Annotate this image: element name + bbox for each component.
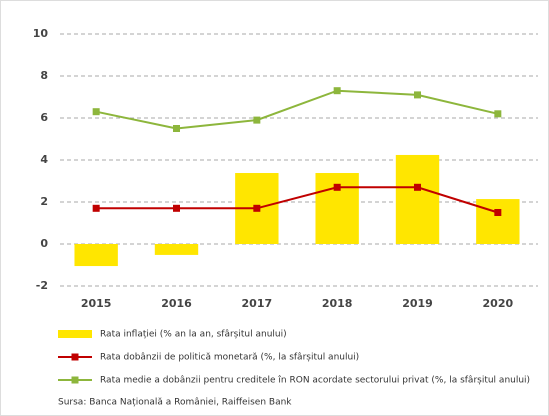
legend-label: Rata medie a dobânzii pentru creditele î… (100, 376, 530, 386)
legend-marker (71, 353, 79, 361)
y-tick-label: 8 (40, 69, 48, 82)
y-tick-label: -2 (36, 279, 48, 292)
bar (74, 244, 118, 267)
y-tick-label: 4 (40, 153, 48, 166)
bar (395, 154, 440, 244)
legend-swatch (58, 330, 92, 338)
marker (414, 183, 421, 191)
bar (476, 199, 520, 244)
marker (92, 108, 100, 116)
bar (154, 244, 199, 255)
marker (494, 209, 502, 216)
x-tick-label: 2017 (242, 297, 273, 310)
x-tick-label: 2016 (161, 297, 192, 310)
x-tick-label: 2019 (402, 297, 433, 310)
x-tick-label: 2020 (483, 297, 514, 310)
y-tick-label: 6 (40, 111, 48, 124)
x-tick-label: 2015 (81, 297, 112, 310)
marker (494, 110, 502, 118)
line (95, 89, 499, 130)
bar (315, 173, 359, 244)
legend-label: Rata inflației (% an la an, sfârșitul an… (100, 330, 287, 340)
y-tick-label: 10 (33, 27, 49, 40)
marker (253, 204, 261, 212)
marker (92, 204, 100, 212)
marker (414, 91, 421, 99)
marker (173, 204, 180, 212)
marker (333, 87, 341, 95)
marker (333, 183, 341, 191)
y-tick-label: 2 (40, 195, 48, 208)
marker (173, 125, 180, 132)
legend-marker (71, 376, 79, 384)
y-tick-label: 0 (40, 237, 48, 250)
legend-label: Rata dobânzii de politică monetară (%, l… (100, 353, 359, 363)
line (96, 186, 499, 214)
marker (253, 116, 261, 124)
x-tick-label: 2018 (322, 297, 353, 310)
source-note: Sursa: Banca Națională a României, Raiff… (58, 398, 292, 408)
